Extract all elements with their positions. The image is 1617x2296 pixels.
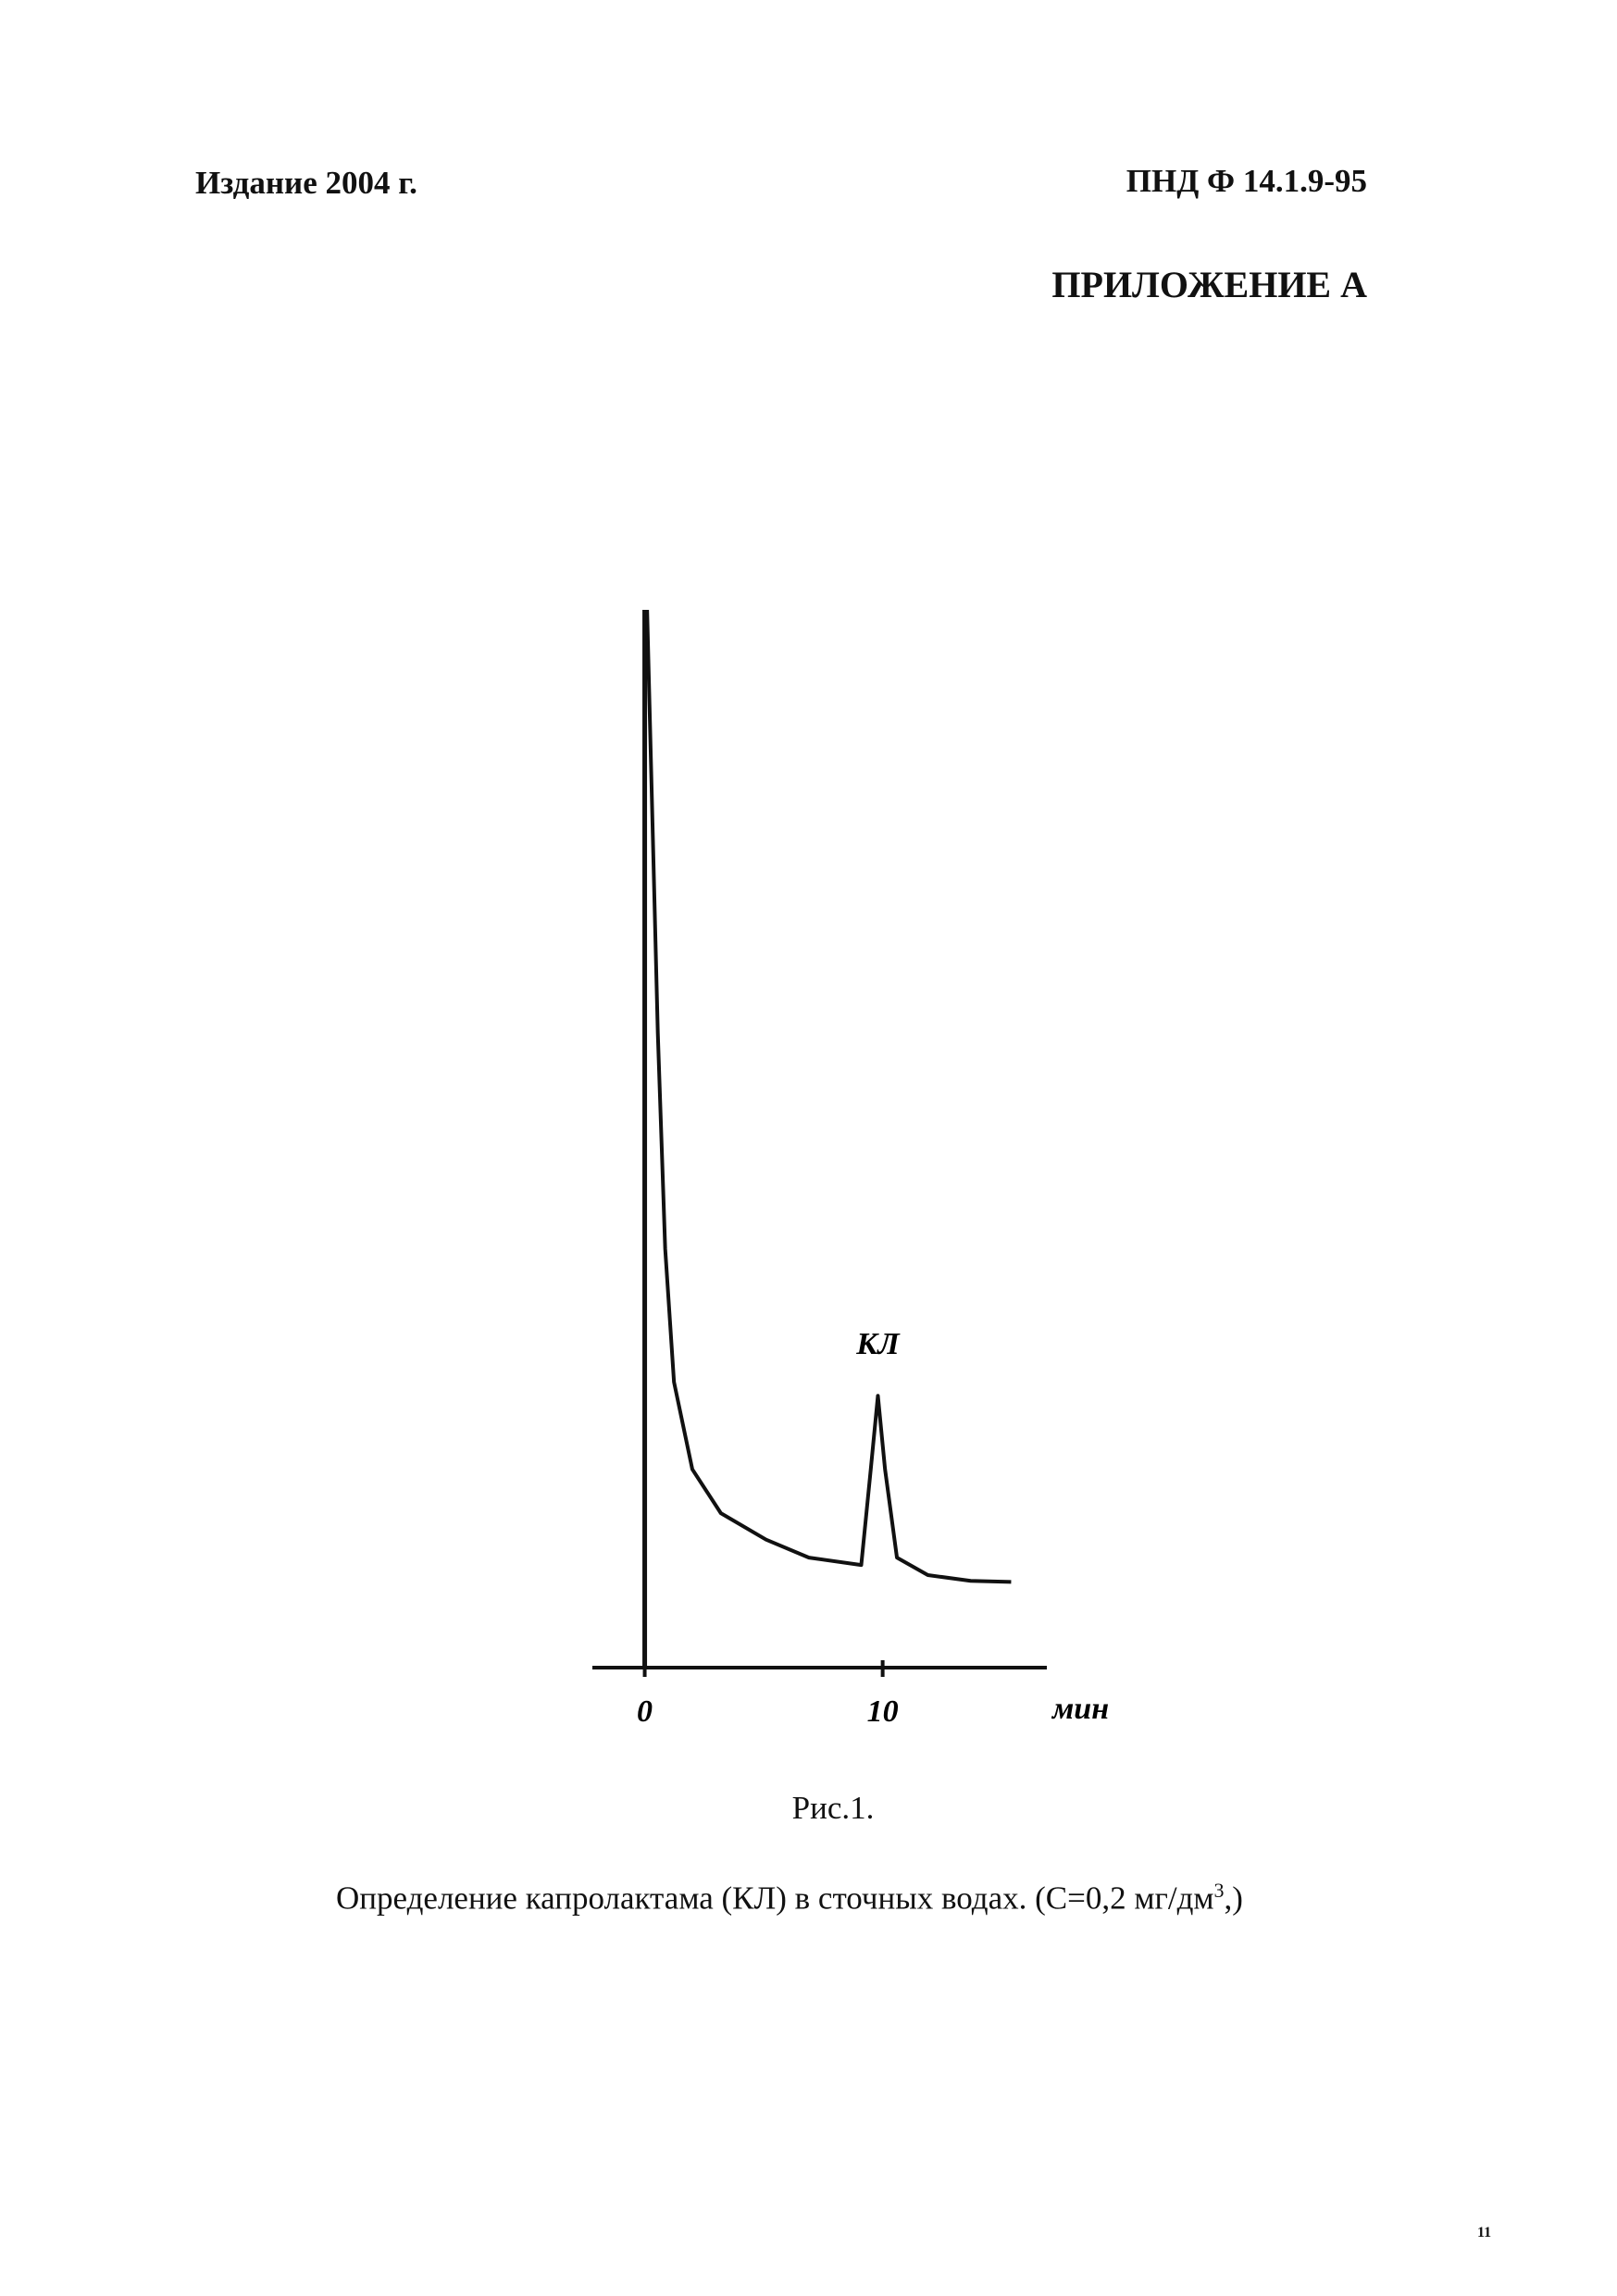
header-left: Издание 2004 г. [195,165,417,201]
page-number: 11 [1477,2225,1492,2240]
chart: 0 10 мин КЛ [592,609,1109,1729]
superscript: 3 [1213,1879,1225,1902]
figure-caption: Рис.1. [791,1790,875,1826]
chromatogram-line [645,609,1012,1584]
x-tick-label: 0 [637,1694,653,1729]
x-axis-label: мин [1051,1692,1109,1726]
appendix-title: ПРИЛОЖЕНИЕ А [1051,264,1367,305]
description-text: Определение капролактама (КЛ) в сточных … [336,1880,1214,1917]
peak-label: КЛ [855,1327,901,1361]
header-right: ПНД Ф 14.1.9-95 [1126,163,1367,199]
description-text: ,) [1224,1880,1243,1917]
figure-description: Определение капролактама (КЛ) в сточных … [0,1879,1579,1917]
x-tick-label: 10 [867,1694,899,1729]
